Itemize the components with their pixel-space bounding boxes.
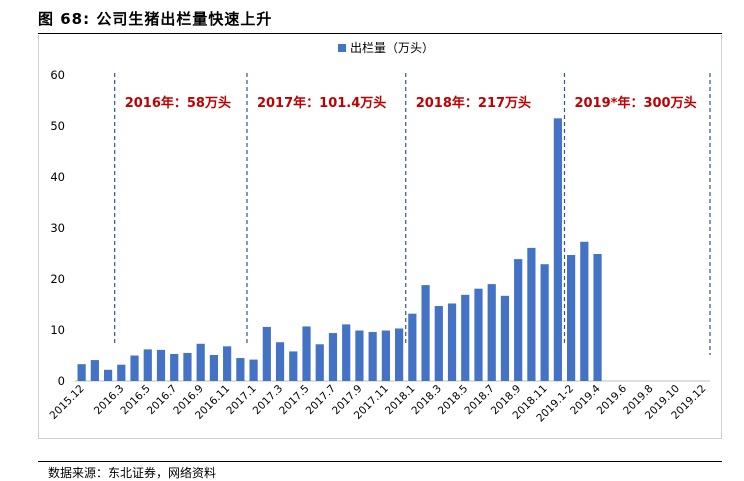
bar-2018.11: [540, 264, 549, 381]
bar-2017.4: [289, 351, 298, 381]
title-rule: [38, 33, 722, 34]
bar-2017.11: [381, 330, 390, 381]
bar-2018.10: [527, 247, 536, 381]
period-annotation: 2018年：217万头: [416, 95, 531, 111]
bar-2016.11: [223, 346, 232, 381]
y-tick-label: 30: [50, 221, 65, 235]
bar-2016.4: [130, 355, 139, 381]
period-annotation: 2016年：58万头: [125, 95, 231, 111]
bar-2016.12: [236, 358, 245, 381]
bar-2017.2: [262, 326, 271, 381]
bar-2016.6: [156, 349, 166, 381]
bar-2017.12: [395, 328, 404, 381]
bar-2017.6: [315, 344, 324, 381]
bar-2016.2: [103, 369, 113, 381]
bar-2019.4: [593, 254, 602, 381]
bar-2018.5: [461, 294, 470, 381]
bar-2015.12: [77, 364, 86, 381]
bar-2018.2: [421, 285, 430, 381]
y-tick-label: 40: [50, 170, 65, 184]
source-note: 数据来源：东北证券，网络资料: [48, 466, 217, 480]
bar-2017.3: [275, 342, 285, 381]
bar-2017.1: [249, 359, 258, 381]
bar-2018.6: [474, 288, 483, 381]
legend-swatch: [338, 44, 346, 52]
bar-2016.10: [209, 354, 219, 381]
bar-2018.3: [434, 306, 443, 381]
y-tick-label: 0: [58, 374, 65, 388]
bar-2017.10: [368, 332, 377, 381]
period-annotation: 2017年：101.4万头: [257, 95, 386, 111]
period-annotation: 2019*年：300万头: [574, 95, 696, 111]
bar-2018.1: [408, 313, 417, 381]
bar-2016.8: [183, 352, 192, 381]
bar-2018.12: [553, 118, 562, 381]
bar-2016.5: [143, 349, 152, 381]
bar-2016.7: [170, 353, 179, 381]
bar-2018.7: [487, 284, 496, 381]
y-tick-label: 50: [50, 119, 65, 133]
bar-2018.9: [514, 259, 523, 381]
y-tick-label: 60: [50, 68, 65, 82]
bar-2018.8: [500, 295, 510, 381]
bar-2017.7: [328, 333, 338, 381]
figure-title: 图 68: 公司生猪出栏量快速上升: [38, 10, 273, 28]
source-rule: [38, 461, 722, 462]
legend-label: 出栏量（万头）: [350, 40, 434, 55]
bar-2017.5: [302, 326, 311, 381]
x-tick-label: 2015.12: [48, 383, 87, 422]
bar-2019.3: [580, 241, 589, 381]
bar-2017.8: [342, 324, 351, 381]
bar-2016.3: [117, 364, 126, 381]
chart-frame: [38, 35, 722, 439]
y-tick-label: 10: [50, 323, 65, 337]
bar-2016.9: [196, 343, 205, 381]
y-tick-label: 20: [50, 272, 65, 286]
bar-2016.1: [90, 360, 99, 381]
bar-2018.4: [447, 303, 457, 381]
bar-2019.1-2: [566, 255, 576, 381]
bar-2017.9: [355, 330, 364, 381]
